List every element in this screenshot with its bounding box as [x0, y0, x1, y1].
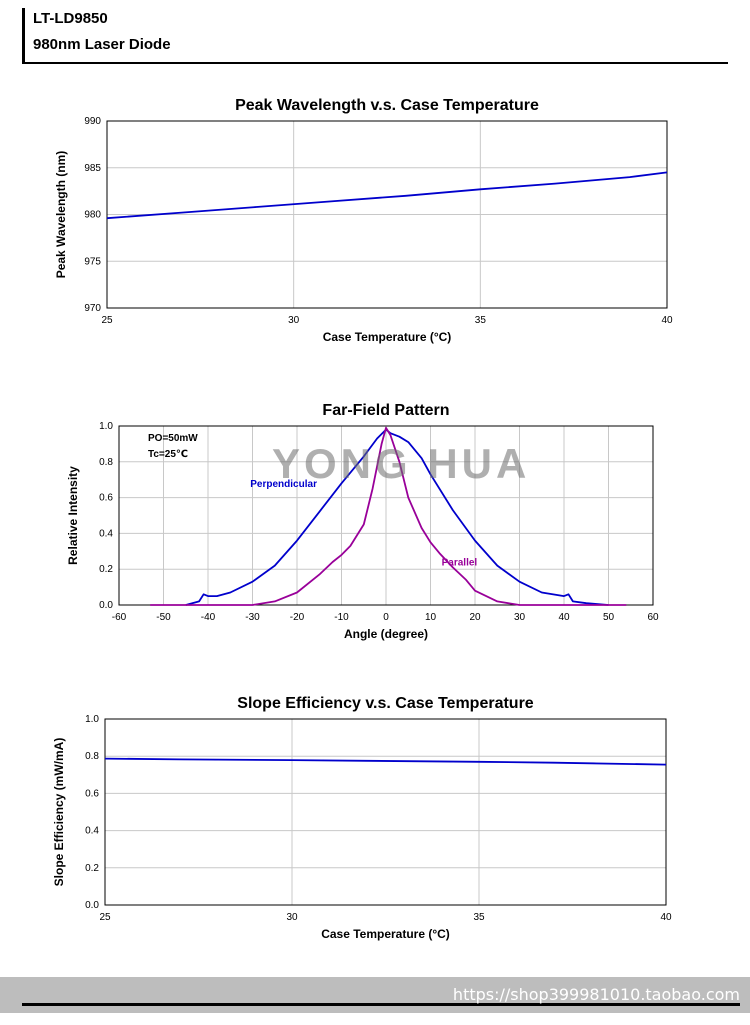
y-tick-label: 0.4: [99, 528, 113, 539]
chart-title: Slope Efficiency v.s. Case Temperature: [237, 695, 534, 712]
x-axis-label: Case Temperature (°C): [321, 927, 450, 941]
x-tick-label: 35: [473, 912, 485, 923]
shop-url: https://shop399981010.taobao.com: [452, 985, 740, 1004]
x-tick-label: 35: [475, 315, 487, 326]
y-tick-label: 0.0: [99, 600, 113, 611]
y-tick-label: 0.6: [99, 493, 113, 504]
product-description: 980nm Laser Diode: [33, 36, 171, 53]
x-tick-label: -10: [334, 612, 349, 623]
x-tick-label: 60: [647, 612, 659, 623]
plot-frame: [106, 120, 668, 309]
y-tick-label: 0.4: [85, 826, 99, 837]
x-tick-label: 10: [425, 612, 437, 623]
x-axis-label: Case Temperature (°C): [323, 330, 452, 344]
annotation-power: PO=50mW: [148, 433, 198, 444]
y-tick-label: 990: [84, 116, 101, 127]
y-tick-label: 975: [84, 256, 101, 267]
x-tick-label: 20: [469, 612, 481, 623]
series-label-perpendicular: Perpendicular: [250, 479, 317, 490]
footer-divider: [22, 1003, 740, 1006]
x-tick-label: -40: [201, 612, 216, 623]
x-tick-label: -60: [112, 612, 127, 623]
y-tick-label: 0.8: [99, 457, 113, 468]
y-tick-label: 1.0: [99, 421, 113, 432]
plot-frame: [118, 425, 654, 606]
series-line-2: [150, 426, 627, 606]
y-axis-label: Peak Wavelength (nm): [54, 151, 68, 279]
peak-wavelength-chart: Peak Wavelength v.s. Case Temperature 25 3…: [54, 97, 673, 344]
y-tick-label: 970: [84, 303, 101, 314]
plot-frame: [104, 718, 667, 906]
x-tick-label: 25: [101, 315, 113, 326]
series-line-1: [106, 171, 668, 220]
chart-title: Peak Wavelength v.s. Case Temperature: [235, 97, 539, 114]
chart-title: Far-Field Pattern: [322, 402, 449, 419]
x-tick-label: -30: [245, 612, 260, 623]
slope-efficiency-chart: Slope Efficiency v.s. Case Temperature 25…: [52, 695, 672, 941]
y-tick-label: 0.0: [85, 900, 99, 911]
x-tick-label: 40: [660, 912, 672, 923]
x-tick-label: 40: [661, 315, 673, 326]
x-tick-label: 30: [286, 912, 298, 923]
annotation-temperature: Tc=25℃: [148, 449, 188, 460]
y-tick-label: 985: [84, 163, 101, 174]
y-tick-label: 0.6: [85, 788, 99, 799]
y-tick-label: 1.0: [85, 714, 99, 725]
datasheet-header: LT-LD9850 980nm Laser Diode: [22, 6, 728, 64]
footer-bar: https://shop399981010.taobao.com: [0, 977, 750, 1013]
y-axis-label: Slope Efficiency (mW/mA): [52, 738, 66, 887]
x-tick-label: 30: [288, 315, 300, 326]
y-tick-label: 0.8: [85, 751, 99, 762]
model-number: LT-LD9850: [33, 10, 108, 27]
y-axis-label: Relative Intensity: [66, 466, 80, 565]
header-accent-bar: [22, 8, 25, 62]
y-tick-label: 0.2: [85, 863, 99, 874]
series-label-parallel: Parallel: [442, 558, 478, 569]
y-tick-label: 0.2: [99, 564, 113, 575]
x-tick-label: 30: [514, 612, 526, 623]
y-tick-label: 980: [84, 210, 101, 221]
series-line-1: [185, 428, 609, 606]
x-tick-label: 40: [558, 612, 570, 623]
x-tick-label: 0: [383, 612, 389, 623]
watermark-text: YONG HUA: [272, 440, 531, 487]
header-divider: [22, 62, 728, 64]
x-axis-label: Angle (degree): [344, 627, 428, 641]
series-line-1: [104, 757, 667, 766]
x-tick-label: 50: [603, 612, 615, 623]
x-tick-label: -20: [290, 612, 305, 623]
x-tick-label: -50: [156, 612, 171, 623]
far-field-pattern-chart: Far-Field Pattern -60 -50 -40 -30 -20 -10 0 10 20…: [66, 402, 659, 641]
x-tick-label: 25: [99, 912, 111, 923]
